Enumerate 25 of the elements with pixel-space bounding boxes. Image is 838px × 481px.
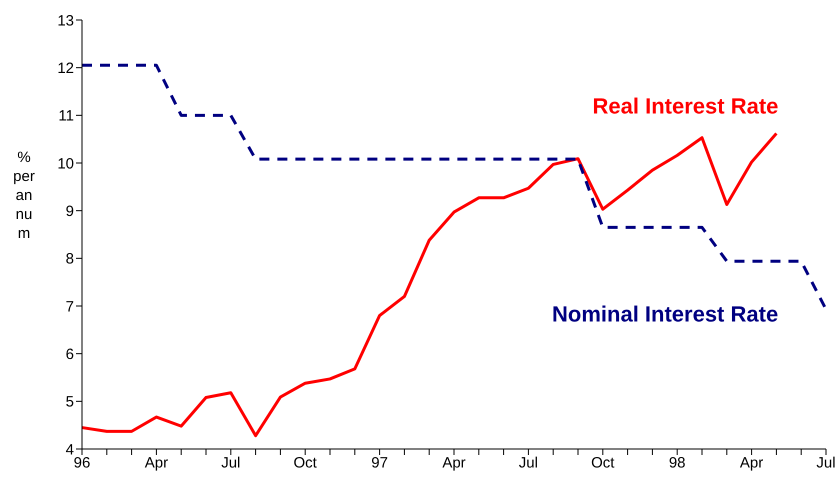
series-label: Nominal Interest Rate (552, 301, 778, 326)
x-tick-label: 96 (74, 454, 90, 472)
x-tick-label: Jul (221, 454, 240, 472)
y-tick-label: 5 (66, 394, 74, 411)
y-axis-title: % per annum (12, 148, 36, 243)
y-tick-label: 12 (57, 60, 74, 77)
line-series (80, 132, 778, 438)
y-tick-label: 6 (66, 346, 74, 363)
y-tick-label: 7 (66, 298, 74, 316)
y-tick-label: 11 (58, 108, 74, 125)
x-tick-label: 97 (371, 454, 388, 472)
y-tick-label: 9 (66, 202, 74, 220)
x-tick-label: Apr (740, 454, 764, 472)
y-tick-label: 13 (57, 12, 74, 30)
y-tick-label: 10 (57, 155, 74, 172)
series-label: Real Interest Rate (592, 93, 778, 118)
x-tick-label: Apr (144, 454, 168, 472)
x-tick-label: Oct (591, 454, 616, 472)
x-tick-label: 98 (668, 454, 686, 472)
x-tick-label: Jul (518, 454, 538, 472)
x-tick-label: Apr (442, 454, 466, 472)
y-tick-label: 8 (66, 250, 74, 268)
x-tick-label: Oct (294, 454, 318, 472)
x-tick-label: Jul (816, 454, 836, 472)
y-tick-label: 4 (66, 441, 74, 458)
